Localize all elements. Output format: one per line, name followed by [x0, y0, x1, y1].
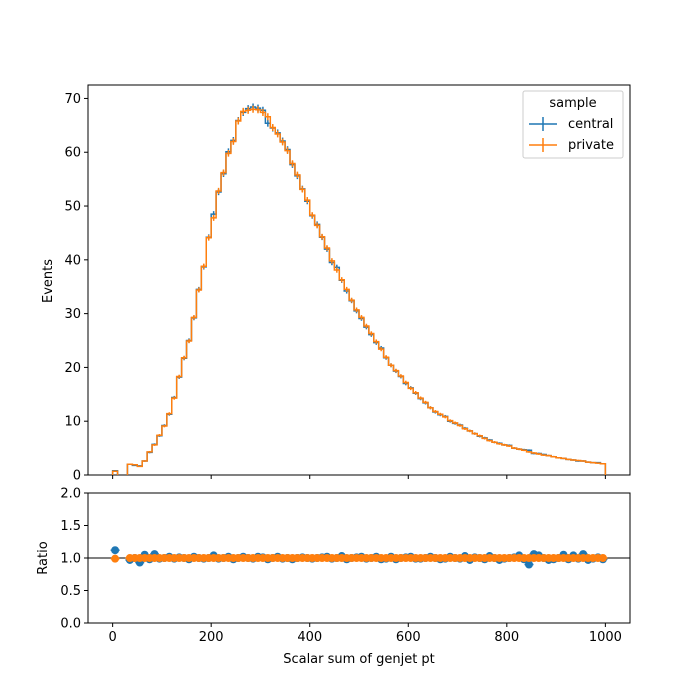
- ratio-y-tick-label: 1.5: [60, 519, 81, 534]
- ratio-x-tick-label: 0: [108, 630, 116, 645]
- main-y-tick-label: 30: [64, 307, 81, 322]
- legend-label-private: private: [568, 138, 614, 153]
- ratio-panel: 0.0 0.5 1.0 1.5 2.0 0 200 400 600 800 1000: [60, 487, 631, 645]
- main-y-tick-label: 50: [64, 200, 81, 215]
- step-line-private: [111, 108, 607, 475]
- main-y-tick-label: 10: [64, 415, 81, 430]
- legend: sample central private: [522, 90, 624, 159]
- series-private: [111, 105, 607, 475]
- ratio-point-central: [524, 560, 533, 569]
- main-y-tick-label: 70: [64, 92, 81, 107]
- legend-title: sample: [549, 96, 596, 111]
- legend-entry-central: central: [529, 117, 613, 132]
- ratio-series-private: [110, 554, 608, 563]
- main-y-axis-label: Events: [41, 259, 56, 303]
- ratio-x-tick-label: 800: [494, 630, 519, 645]
- ratio-y-tick-label: 0.5: [60, 584, 81, 599]
- legend-label-central: central: [568, 117, 613, 132]
- step-line-central: [111, 106, 607, 475]
- x-axis-label: Scalar sum of genjet pt: [283, 652, 435, 667]
- ratio-x-tick-label: 400: [297, 630, 322, 645]
- ratio-x-tick-label: 1000: [589, 630, 622, 645]
- main-panel: 0 10 20 30 40 50 60 70: [64, 84, 631, 484]
- main-y-tick-label: 40: [64, 253, 81, 268]
- ratio-y-tick-label: 0.0: [60, 617, 81, 632]
- main-y-tick-label: 20: [64, 361, 81, 376]
- legend-box: [522, 90, 624, 159]
- series-central: [111, 103, 607, 475]
- main-y-tick-label: 60: [64, 146, 81, 161]
- ratio-point-private: [111, 554, 120, 563]
- ratio-y-tick-label: 1.0: [60, 552, 81, 567]
- ratio-point-central: [111, 546, 120, 555]
- main-y-tick-label: 0: [73, 469, 81, 484]
- ratio-x-tick-label: 200: [199, 630, 224, 645]
- ratio-x-tick-label: 600: [396, 630, 421, 645]
- ratio-point-private: [598, 554, 607, 562]
- legend-entry-private: private: [529, 138, 614, 153]
- ratio-y-axis-label: Ratio: [36, 541, 51, 574]
- ratio-y-tick-label: 2.0: [60, 487, 81, 502]
- main-plot-frame: [87, 84, 631, 476]
